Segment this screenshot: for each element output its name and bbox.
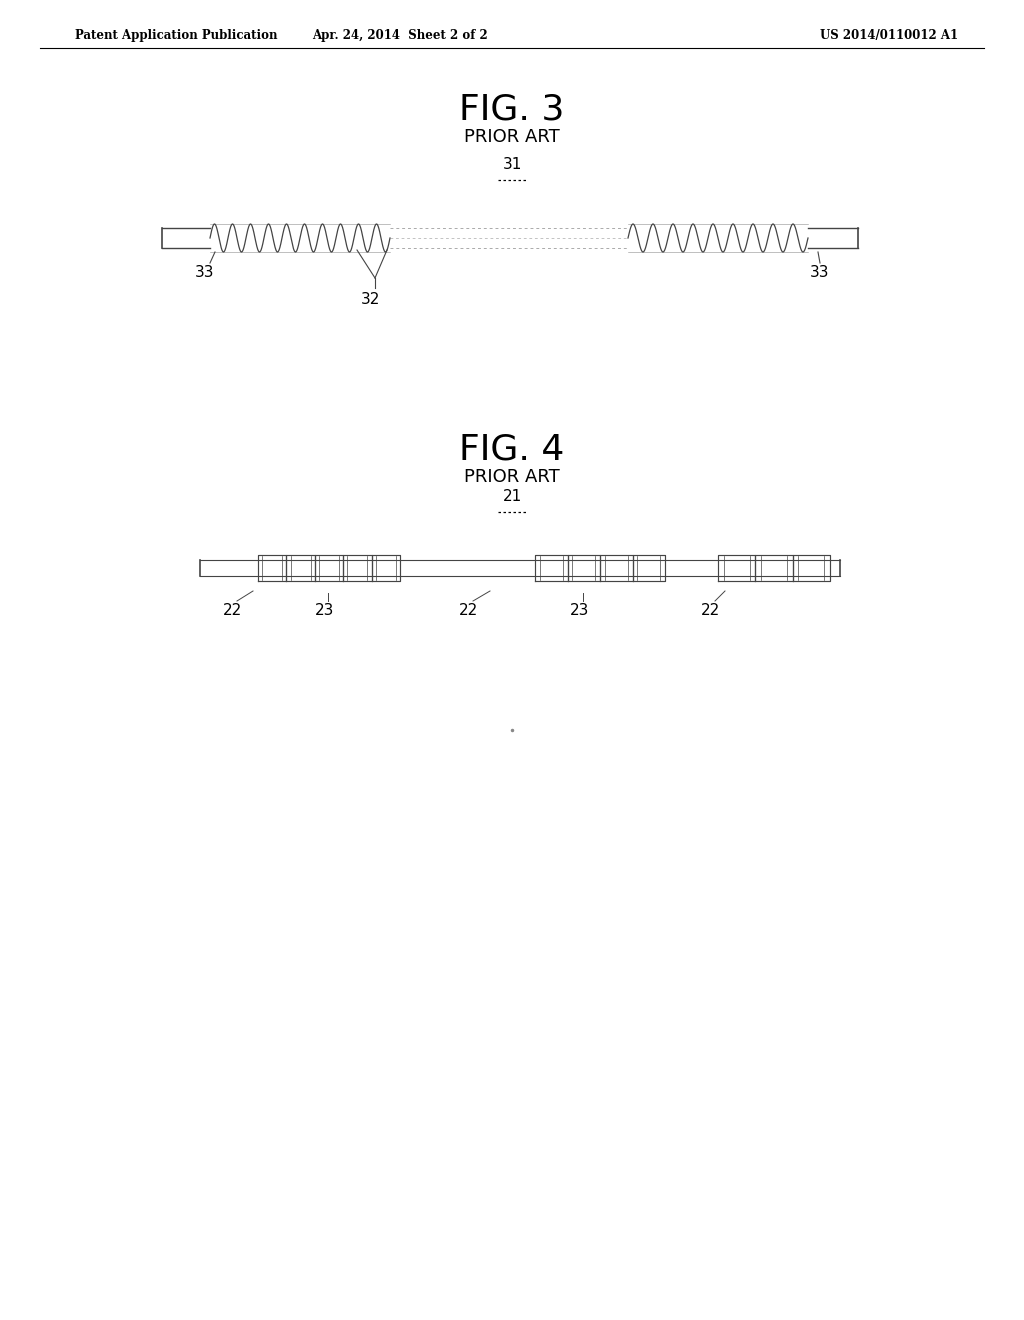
Text: Apr. 24, 2014  Sheet 2 of 2: Apr. 24, 2014 Sheet 2 of 2: [312, 29, 487, 41]
Text: 22: 22: [459, 603, 477, 618]
Text: 31: 31: [503, 157, 521, 172]
Text: 32: 32: [360, 292, 380, 308]
Text: FIG. 3: FIG. 3: [460, 92, 564, 127]
Text: 33: 33: [196, 265, 215, 280]
Text: 22: 22: [700, 603, 720, 618]
Text: 23: 23: [570, 603, 590, 618]
Text: 22: 22: [222, 603, 242, 618]
Text: 23: 23: [315, 603, 335, 618]
Text: PRIOR ART: PRIOR ART: [464, 469, 560, 486]
Text: 33: 33: [810, 265, 829, 280]
Text: FIG. 4: FIG. 4: [460, 433, 564, 467]
Text: US 2014/0110012 A1: US 2014/0110012 A1: [820, 29, 958, 41]
Text: 21: 21: [503, 488, 521, 504]
Text: PRIOR ART: PRIOR ART: [464, 128, 560, 147]
Text: Patent Application Publication: Patent Application Publication: [75, 29, 278, 41]
